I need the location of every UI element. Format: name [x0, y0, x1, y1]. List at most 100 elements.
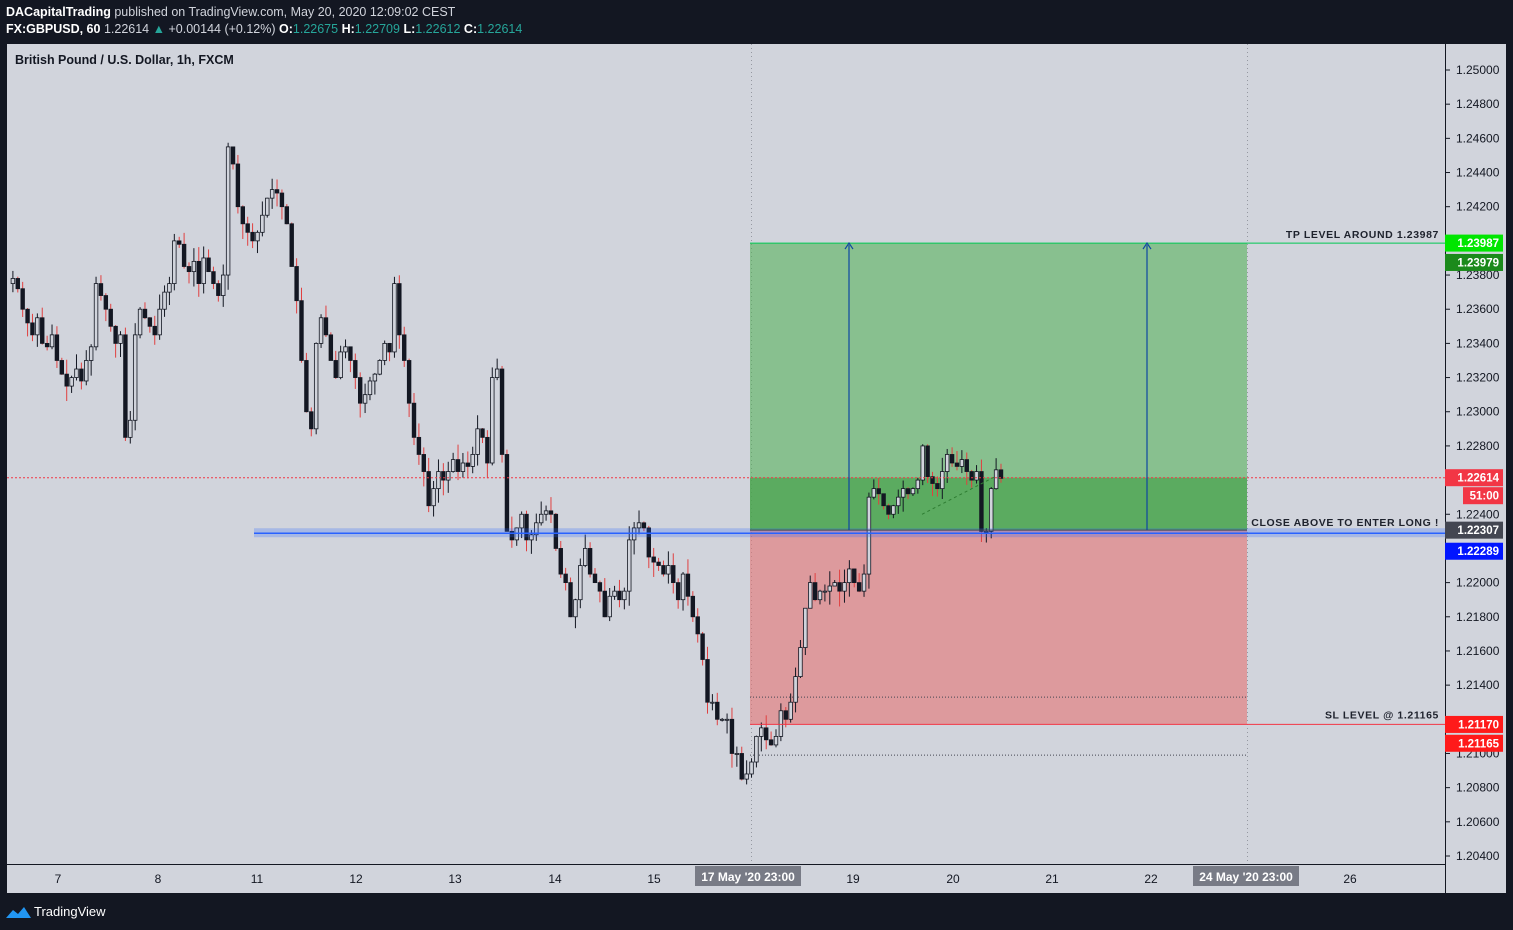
candle-body [499, 368, 505, 455]
candle-body [79, 368, 84, 382]
author-name[interactable]: DACapitalTrading [6, 5, 111, 19]
candle-body [35, 317, 40, 336]
candle-body [137, 308, 143, 336]
candle-body [274, 189, 280, 194]
candle-body [896, 496, 901, 507]
candle-body [837, 582, 842, 592]
low-value: 1.22612 [415, 22, 461, 36]
time-tick-label: 7 [55, 872, 62, 886]
candle-body [485, 436, 490, 464]
candle-body [612, 590, 617, 597]
time-axis-crosshair-tag [695, 866, 801, 886]
candle-body [783, 710, 788, 720]
candle-body [827, 585, 832, 592]
loss-zone[interactable] [750, 530, 1247, 725]
candle-body [793, 676, 798, 703]
candle-body [754, 735, 759, 763]
candle-body [852, 568, 857, 584]
price-axis-tag-label: 1.23979 [1457, 257, 1499, 269]
candle-body [196, 260, 201, 284]
price-tick-label: 1.22400 [1456, 507, 1500, 521]
price-axis-tag [1445, 253, 1503, 271]
candle-body [568, 582, 573, 618]
price-tick-label: 1.24400 [1456, 166, 1500, 180]
candle-body [54, 334, 60, 361]
candle-body [465, 462, 471, 467]
time-tick-labels: 7 8 11 12 13 14 15 17 May '20 23:00 19 20 21 22 24 M… [55, 866, 1357, 886]
price-axis-tag [1445, 542, 1503, 560]
chart-footer: TradingView [0, 893, 1513, 930]
candle-body [822, 590, 828, 593]
price-axis-tag [1445, 234, 1503, 252]
tradingview-brand[interactable]: TradingView [34, 904, 106, 919]
candle-body [744, 773, 749, 780]
candle-body [940, 471, 945, 490]
candle-body [803, 607, 808, 648]
candle-body [108, 308, 113, 327]
candle-body [627, 539, 632, 592]
price-tick-label: 1.20800 [1456, 781, 1500, 795]
candle-body [392, 283, 397, 353]
price-chart[interactable]: TP LEVEL AROUND 1.23987 CLOSE ABOVE TO EN… [0, 44, 1513, 893]
candle-body [59, 360, 65, 375]
candle-body [128, 419, 133, 438]
price-tick-label: 1.24600 [1456, 131, 1500, 145]
candle-body [685, 573, 691, 597]
candle-body [30, 322, 35, 336]
candle-body [348, 346, 353, 361]
candle-body [142, 308, 148, 319]
price-tick-label: 1.21600 [1456, 644, 1500, 658]
candle-body [265, 197, 270, 216]
candle-body [353, 360, 358, 378]
symbol-label[interactable]: FX:GBPUSD, 60 [6, 22, 101, 36]
price-tick-label: 1.22800 [1456, 439, 1500, 453]
candle-body [250, 231, 255, 242]
candle-body [132, 334, 138, 421]
candle-body [578, 565, 583, 601]
candle-body [103, 295, 109, 310]
price-axis-tag-label: 1.21170 [1458, 719, 1499, 731]
candle-body [147, 317, 153, 327]
price-tick-label: 1.21800 [1456, 610, 1500, 624]
candle-body [20, 288, 25, 310]
candle-body [719, 718, 725, 721]
published-text: published on TradingView.com, May 20, 20… [114, 5, 456, 19]
time-tick-label: 13 [448, 872, 462, 886]
candle-body [367, 380, 373, 396]
candle-body [602, 590, 607, 618]
candle-body [984, 530, 989, 533]
candle-body [734, 753, 740, 755]
candle-body [294, 266, 299, 302]
candle-body [318, 317, 324, 344]
candle-body [49, 334, 55, 348]
price-axis-tag-label: 1.22614 [1457, 473, 1499, 485]
tradingview-logo-icon[interactable] [6, 905, 31, 919]
candle-body [201, 257, 206, 284]
price-axis-tag-label: 1.23987 [1457, 238, 1499, 250]
candle-body [881, 493, 886, 507]
candle-body [230, 146, 236, 165]
candle-body [177, 240, 182, 245]
candle-body [876, 488, 881, 495]
candle-body [558, 548, 563, 575]
price-axis-tag-label: 51:00 [1470, 491, 1499, 503]
candle-body [162, 291, 167, 310]
candle-body [534, 522, 539, 536]
candle-body [431, 488, 436, 507]
candle-body [460, 462, 466, 472]
candle-body [915, 479, 921, 490]
candle-body [313, 342, 319, 430]
candle-body [930, 476, 935, 484]
candle-body [905, 488, 911, 495]
candle-body [944, 454, 950, 472]
candle-body [661, 565, 666, 575]
candle-body [480, 428, 485, 438]
candle-body [891, 505, 896, 515]
candle-body [84, 360, 89, 382]
open-value: 1.22675 [292, 22, 339, 36]
price-axis-tag-label: 1.22307 [1457, 525, 1499, 537]
sl-note: SL LEVEL @ 1.21165 [1325, 709, 1439, 721]
price-axis-tag [1445, 715, 1503, 733]
candle-body [773, 735, 779, 746]
candle-body [563, 573, 568, 584]
